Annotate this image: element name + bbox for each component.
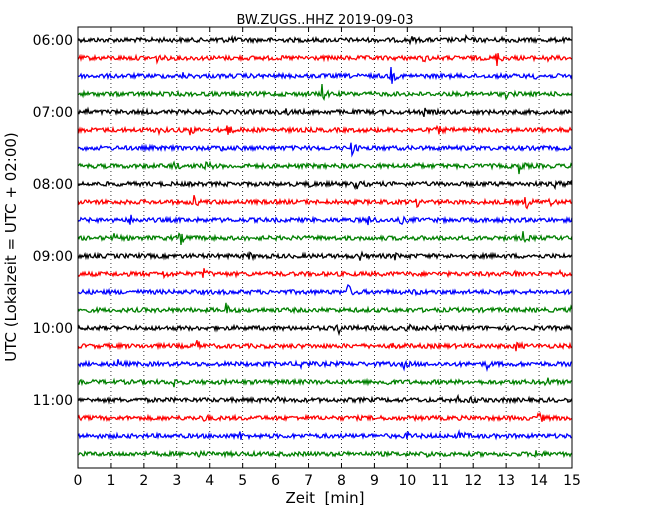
x-tick-label: 8 bbox=[337, 473, 346, 489]
trace-0815 bbox=[77, 194, 573, 210]
y-tick-label: 09:00 bbox=[33, 249, 73, 265]
trace-0830 bbox=[77, 214, 573, 226]
x-tick-label: 3 bbox=[172, 473, 181, 489]
y-tick-label: 07:00 bbox=[33, 105, 73, 121]
trace-0745 bbox=[77, 160, 573, 175]
x-tick-label: 0 bbox=[74, 473, 83, 489]
chart-title: BW.ZUGS..HHZ 2019-09-03 bbox=[236, 13, 413, 28]
trace-0715 bbox=[77, 124, 573, 137]
x-tick-label: 11 bbox=[431, 473, 449, 489]
trace-0615 bbox=[77, 53, 573, 67]
trace-1145 bbox=[77, 449, 573, 459]
trace-1115 bbox=[77, 411, 573, 423]
trace-1015 bbox=[77, 339, 573, 352]
trace-1100 bbox=[77, 393, 573, 405]
x-tick-label: 10 bbox=[398, 473, 416, 489]
y-tick-label: 10:00 bbox=[33, 321, 73, 337]
y-tick-label: 08:00 bbox=[33, 177, 73, 193]
trace-1130 bbox=[77, 429, 573, 441]
trace-0645 bbox=[77, 84, 573, 102]
trace-0900 bbox=[77, 250, 573, 262]
trace-0945 bbox=[77, 302, 573, 315]
trace-1045 bbox=[77, 377, 573, 388]
x-tick-label: 4 bbox=[205, 473, 214, 489]
plot-frame bbox=[77, 26, 573, 469]
x-tick-label: 14 bbox=[530, 473, 548, 489]
x-tick-label: 6 bbox=[271, 473, 280, 489]
trace-0600 bbox=[77, 33, 573, 46]
x-tick-label: 1 bbox=[106, 473, 115, 489]
seismic-traces bbox=[77, 33, 573, 459]
y-tick-label: 06:00 bbox=[33, 33, 73, 49]
x-tick-label: 7 bbox=[304, 473, 313, 489]
trace-0730 bbox=[77, 142, 573, 158]
trace-0800 bbox=[77, 179, 573, 191]
x-axis-title: Zeit [min] bbox=[285, 489, 364, 507]
y-axis-title: UTC (Lokalzeit = UTC + 02:00) bbox=[2, 132, 20, 362]
trace-0930 bbox=[77, 284, 573, 297]
x-tick-label: 9 bbox=[370, 473, 379, 489]
trace-0845 bbox=[77, 231, 573, 245]
x-tick-label: 5 bbox=[238, 473, 247, 489]
x-tick-label: 12 bbox=[464, 473, 482, 489]
trace-1000 bbox=[77, 323, 573, 337]
y-axis-ticks: 06:00 07:00 08:00 09:00 10:00 11:00 bbox=[33, 33, 572, 409]
x-tick-label: 15 bbox=[563, 473, 581, 489]
trace-1030 bbox=[77, 359, 573, 373]
trace-0630 bbox=[77, 67, 573, 84]
y-tick-label: 11:00 bbox=[33, 393, 73, 409]
x-tick-label: 13 bbox=[497, 473, 515, 489]
trace-0915 bbox=[77, 268, 573, 280]
x-axis-ticks: 0 1 2 3 4 5 6 7 8 9 10 11 12 13 14 15 bbox=[74, 27, 581, 489]
x-tick-label: 2 bbox=[139, 473, 148, 489]
trace-0700 bbox=[77, 106, 573, 117]
vertical-grid bbox=[110, 27, 540, 468]
